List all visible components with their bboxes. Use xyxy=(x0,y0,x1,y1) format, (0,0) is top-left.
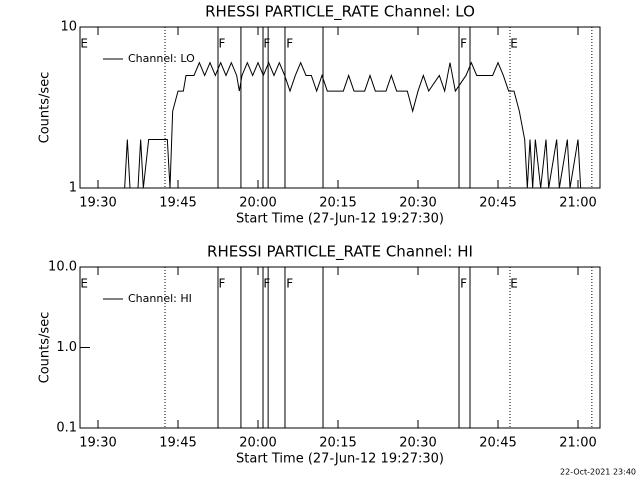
x-tick-label: 20:30 xyxy=(399,196,436,211)
x-tick-label: 21:00 xyxy=(559,436,596,451)
plot-frame xyxy=(79,26,601,189)
x-tick-label: 19:30 xyxy=(79,436,116,451)
event-flag: F xyxy=(460,37,467,51)
x-axis-label: Start Time (27-Jun-12 19:27:30) xyxy=(236,452,444,467)
x-tick-label: 20:45 xyxy=(479,436,516,451)
chart-title: RHESSI PARTICLE_RATE Channel: LO xyxy=(205,3,475,22)
x-tick-label: 19:45 xyxy=(159,436,196,451)
event-flag: F xyxy=(219,37,226,51)
x-tick-label: 20:00 xyxy=(239,196,276,211)
legend-label: Channel: LO xyxy=(128,52,195,65)
x-tick-label: 20:45 xyxy=(479,196,516,211)
y-tick-label: 10 xyxy=(60,20,77,35)
x-tick-label: 19:45 xyxy=(159,196,196,211)
legend-label: Channel: HI xyxy=(128,292,192,305)
x-tick-label: 20:30 xyxy=(399,436,436,451)
y-tick-label: 1.0 xyxy=(56,340,77,355)
event-flag: E xyxy=(510,277,518,291)
event-flag: F xyxy=(219,277,226,291)
footer-date: 22-Oct-2021 23:40 xyxy=(560,468,636,477)
y-tick-label: 0.1 xyxy=(56,421,77,436)
event-flag: F xyxy=(263,37,270,51)
event-flag: E xyxy=(80,37,88,51)
event-flag: F xyxy=(286,37,293,51)
event-flag: F xyxy=(286,277,293,291)
event-flag: E xyxy=(510,37,518,51)
x-tick-label: 20:15 xyxy=(319,436,356,451)
x-axis-label: Start Time (27-Jun-12 19:27:30) xyxy=(236,212,444,227)
x-tick-label: 19:30 xyxy=(79,196,116,211)
event-flag: E xyxy=(80,277,88,291)
x-tick-label: 21:00 xyxy=(559,196,596,211)
event-flag: F xyxy=(263,277,270,291)
y-axis-label: Counts/sec xyxy=(38,312,53,384)
chart-title: RHESSI PARTICLE_RATE Channel: HI xyxy=(207,243,473,262)
y-axis-label: Counts/sec xyxy=(38,72,53,144)
y-tick-label: 1 xyxy=(69,181,77,196)
y-tick-label: 10.0 xyxy=(48,260,77,275)
x-tick-label: 20:00 xyxy=(239,436,276,451)
event-flag: F xyxy=(460,277,467,291)
data-line xyxy=(114,61,582,189)
x-tick-label: 20:15 xyxy=(319,196,356,211)
